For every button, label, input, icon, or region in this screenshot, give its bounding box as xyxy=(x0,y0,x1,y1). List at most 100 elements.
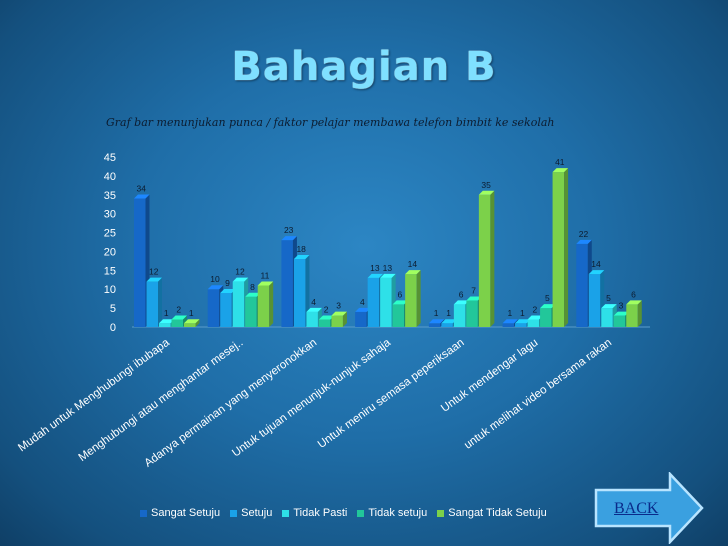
bar-value-label: 4 xyxy=(360,297,365,307)
bar-value-label: 14 xyxy=(408,259,418,269)
bar-value-label: 2 xyxy=(324,304,329,314)
bar-value-label: 5 xyxy=(545,293,550,303)
y-tick-label: 15 xyxy=(104,265,116,277)
bar xyxy=(220,293,232,327)
back-button[interactable]: BACK xyxy=(594,472,706,544)
bar xyxy=(515,323,527,327)
bar-top xyxy=(540,304,556,309)
bar-top xyxy=(453,300,470,305)
bar-value-label: 35 xyxy=(481,180,491,190)
bar xyxy=(232,281,245,327)
y-tick-label: 40 xyxy=(104,171,116,183)
legend-item: Tidak Pasti xyxy=(282,507,347,519)
bar-value-label: 1 xyxy=(164,308,169,318)
bar xyxy=(466,300,478,327)
bar-top xyxy=(613,311,630,316)
bar-top xyxy=(428,319,445,324)
bar-top xyxy=(232,277,249,282)
bars xyxy=(134,168,642,327)
bar-top xyxy=(355,307,371,312)
bar xyxy=(540,308,552,327)
bar-side xyxy=(269,281,274,327)
y-tick-label: 0 xyxy=(110,322,116,334)
y-tick-label: 25 xyxy=(104,228,116,240)
bar xyxy=(171,319,183,327)
bar-value-label: 4 xyxy=(311,297,316,307)
bar xyxy=(588,274,601,327)
y-tick-label: 45 xyxy=(104,152,116,164)
bar-value-label: 3 xyxy=(619,301,624,311)
legend-label: Sangat Tidak Setuju xyxy=(448,507,547,519)
y-tick-label: 20 xyxy=(104,246,116,258)
legend-swatch xyxy=(140,509,147,517)
bar-value-label: 12 xyxy=(235,267,245,277)
bar xyxy=(355,311,367,327)
bar-value-label: 12 xyxy=(149,267,159,277)
legend-swatch xyxy=(230,509,238,517)
bar-value-label: 11 xyxy=(261,270,270,280)
chart-title: Graf bar menunjukan punca / faktor pelaj… xyxy=(106,116,555,129)
bar xyxy=(245,296,257,327)
legend-item: Sangat Setuju xyxy=(140,507,220,519)
bar-value-label: 6 xyxy=(398,289,403,299)
bar-top xyxy=(171,315,187,320)
bar-top xyxy=(515,319,531,324)
bar-top xyxy=(502,319,519,324)
bar-side xyxy=(564,168,569,327)
bar-top xyxy=(527,315,544,320)
bar xyxy=(441,323,453,327)
bar-top xyxy=(306,307,322,312)
bar xyxy=(626,304,638,327)
bar xyxy=(502,323,515,327)
bar-side xyxy=(195,319,200,327)
bar-top xyxy=(380,273,396,278)
legend-item: Tidak setuju xyxy=(357,507,427,519)
bar xyxy=(478,194,491,327)
bar-top xyxy=(552,168,569,173)
category-label: untuk melihat video bersama rakan xyxy=(462,337,614,452)
y-tick-label: 10 xyxy=(104,284,116,296)
bar-value-label: 8 xyxy=(250,282,255,292)
bar-top xyxy=(220,289,236,293)
bar-value-label: 5 xyxy=(606,293,611,303)
arrow-right-icon xyxy=(594,472,704,544)
bar xyxy=(207,289,220,327)
bar-value-label: 7 xyxy=(471,286,476,296)
y-tick-label: 35 xyxy=(104,190,116,202)
bar-top xyxy=(257,281,274,286)
bar-top xyxy=(331,311,347,316)
bar-side xyxy=(158,277,162,327)
bar-top xyxy=(478,190,495,195)
bar-top xyxy=(576,239,592,244)
bar xyxy=(306,311,318,327)
bar xyxy=(318,319,331,327)
bar xyxy=(601,308,613,327)
bar-value-label: 14 xyxy=(591,259,601,269)
bar-side xyxy=(490,190,495,327)
bar-value-label: 2 xyxy=(532,304,537,314)
legend-item: Setuju xyxy=(230,507,272,519)
category-label: Menghubungi atau menghantar mesej.. xyxy=(77,337,246,464)
category-label: Untuk tujuan menunjuk-nunjuk sahaja xyxy=(230,336,393,459)
bar-top xyxy=(466,296,482,301)
bar-top xyxy=(159,319,175,324)
bar xyxy=(159,323,171,327)
bar xyxy=(257,285,270,327)
bar xyxy=(293,259,306,327)
bar-top xyxy=(601,304,617,309)
bar-side xyxy=(637,300,642,327)
bar-value-label: 23 xyxy=(284,225,294,235)
legend-label: Tidak setuju xyxy=(368,507,428,519)
y-tick-label: 5 xyxy=(110,303,116,315)
bar-top xyxy=(367,273,384,278)
bar-value-label: 2 xyxy=(176,304,181,314)
bar-top xyxy=(207,285,224,290)
bar-value-label: 9 xyxy=(225,278,230,288)
bar-top xyxy=(441,319,457,324)
bar-top xyxy=(146,277,162,282)
bar-value-label: 3 xyxy=(336,301,341,311)
bar-value-label: 22 xyxy=(579,229,589,239)
bar xyxy=(331,315,343,327)
legend-label: Tidak Pasti xyxy=(293,507,348,519)
legend: Sangat Setuju Setuju Tidak Pasti Tidak setu… xyxy=(140,507,547,519)
